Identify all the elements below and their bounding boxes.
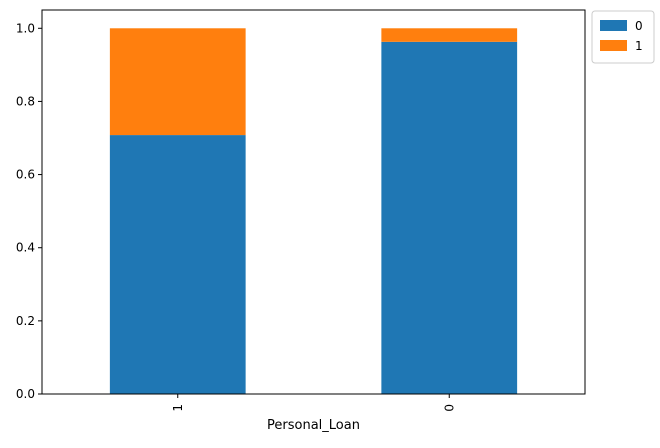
legend-swatch [600, 20, 627, 31]
bars-layer [109, 28, 518, 395]
x-tick-label: 1 [171, 404, 185, 412]
x-axis-label: Personal_Loan [267, 418, 360, 433]
y-tick-label: 0.8 [16, 94, 35, 108]
legend-swatch [600, 40, 627, 51]
y-tick-label: 0.0 [16, 387, 35, 401]
y-tick-label: 0.2 [16, 314, 35, 328]
legend-label: 1 [635, 39, 643, 53]
bar-1-series-0 [109, 135, 246, 394]
bar-0-series-1 [381, 28, 518, 42]
bar-0-series-0 [381, 41, 518, 395]
plot-frame [41, 9, 586, 395]
y-tick-label: 0.4 [16, 241, 35, 255]
legend-box [591, 10, 655, 64]
ticks-layer: 1 0 0.0 0.2 0.4 0.6 0.8 1.0 [16, 21, 456, 411]
legend-label: 0 [635, 19, 643, 33]
axes-layer [41, 9, 586, 395]
legend: 01 [591, 10, 655, 64]
y-tick-label: 1.0 [16, 21, 35, 35]
y-tick-label: 0.6 [16, 168, 35, 182]
x-tick-label: 0 [442, 404, 456, 412]
bar-1-series-1 [109, 28, 246, 136]
